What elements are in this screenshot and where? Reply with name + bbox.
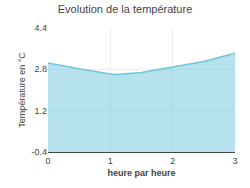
svg-text:2: 2 xyxy=(170,156,175,166)
svg-text:-0.4: -0.4 xyxy=(31,147,47,157)
svg-text:heure par heure: heure par heure xyxy=(107,168,175,178)
svg-text:3: 3 xyxy=(232,156,237,166)
svg-text:1: 1 xyxy=(108,156,113,166)
svg-text:Evolution de la température: Evolution de la température xyxy=(58,3,193,15)
svg-text:Température en °C: Température en °C xyxy=(17,52,27,128)
svg-text:1.2: 1.2 xyxy=(34,106,47,116)
svg-text:4.4: 4.4 xyxy=(34,23,47,33)
svg-text:0: 0 xyxy=(45,156,50,166)
svg-text:2.8: 2.8 xyxy=(34,64,47,74)
